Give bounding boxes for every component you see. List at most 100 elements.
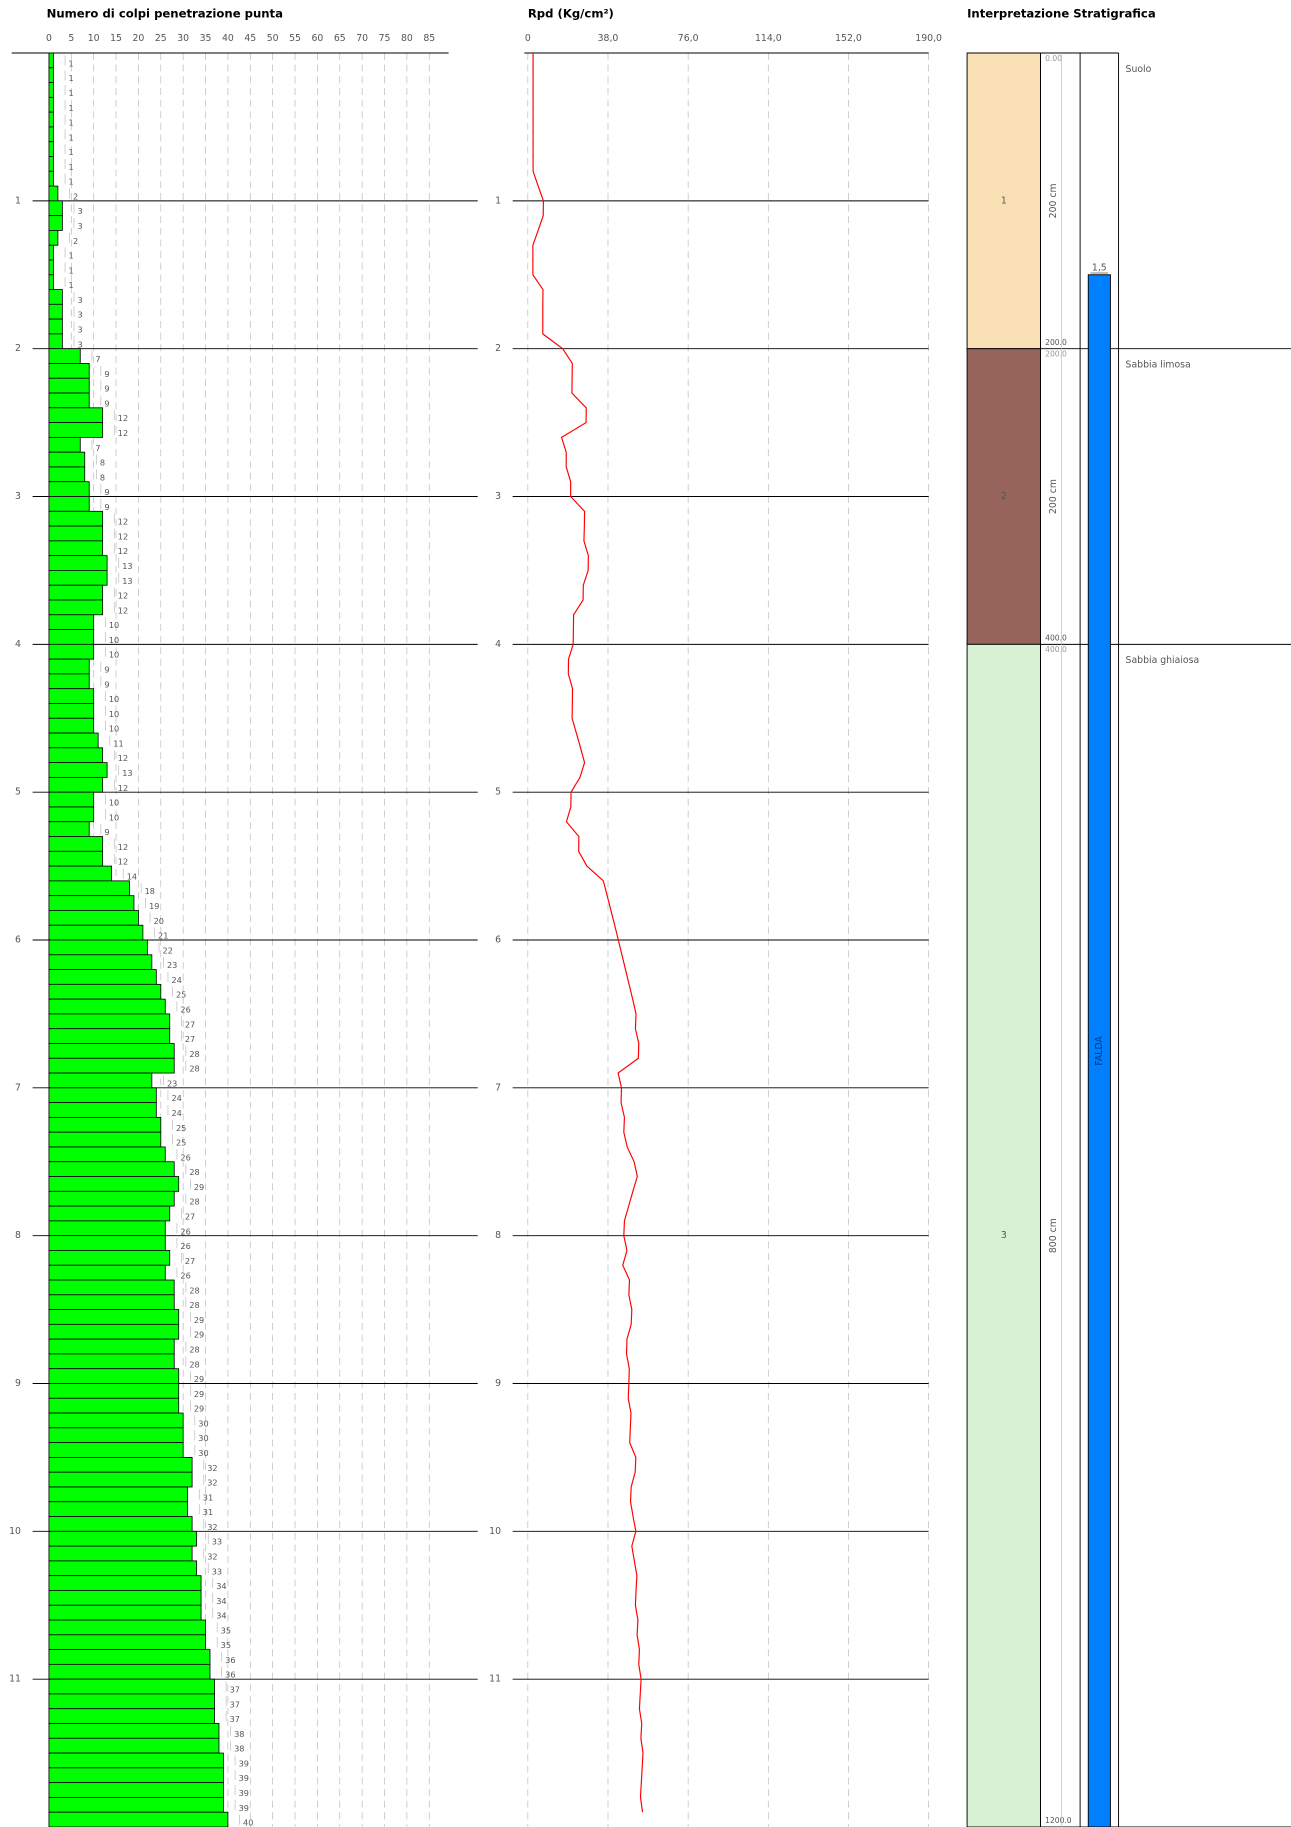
value-label: 23: [167, 960, 177, 970]
value-label: 23: [167, 1078, 177, 1088]
value-label: 9: [104, 384, 109, 394]
bar: [48, 96, 54, 113]
value-label: 37: [230, 1685, 240, 1695]
bar: [48, 614, 95, 630]
value-label: 24: [171, 975, 181, 985]
value-label: 9: [104, 827, 109, 837]
value-label: 12: [118, 428, 128, 438]
value-label: 9: [104, 665, 109, 675]
x-tick-label: 35: [200, 33, 212, 44]
value-label: 29: [194, 1389, 204, 1399]
layer-top: 200.0: [1045, 350, 1067, 359]
value-label: 27: [185, 1256, 195, 1266]
bar: [48, 1294, 175, 1310]
value-label: 27: [185, 1211, 195, 1221]
bar: [48, 274, 54, 290]
value-label: 8: [100, 458, 105, 468]
chart-title: Rpd (Kg/cm²): [528, 6, 614, 20]
bar: [48, 599, 104, 616]
bar: [48, 1161, 175, 1177]
y-tick-label: 4: [495, 639, 501, 650]
bar: [48, 1516, 193, 1532]
bar: [48, 1309, 180, 1325]
x-tick-label: 80: [401, 33, 413, 44]
value-label: 32: [207, 1478, 217, 1488]
bar: [48, 1383, 180, 1399]
x-tick-label: 0: [46, 33, 52, 44]
value-label: 24: [171, 1108, 181, 1118]
layer-description: Suolo: [1126, 64, 1152, 75]
bar: [48, 1235, 166, 1251]
value-label: 33: [212, 1537, 222, 1547]
value-label: 25: [176, 1138, 186, 1148]
panel-title: Interpretazione Stratigrafica: [967, 6, 1156, 20]
value-label: 38: [234, 1729, 244, 1739]
bar: [48, 1604, 202, 1621]
value-label: 30: [198, 1418, 208, 1428]
value-label: 11: [113, 738, 123, 748]
bar: [48, 1545, 193, 1562]
x-tick-label: 0: [525, 33, 531, 44]
value-label: 32: [207, 1463, 217, 1473]
bar: [48, 555, 108, 571]
y-tick-label: 7: [15, 1082, 21, 1093]
bar: [48, 1619, 206, 1636]
value-label: 12: [118, 546, 128, 556]
value-label: 10: [109, 812, 119, 822]
x-tick-label: 70: [356, 33, 368, 44]
bar: [48, 67, 54, 84]
value-label: 1: [69, 251, 74, 261]
value-label: 39: [239, 1758, 249, 1768]
value-label: 26: [180, 1152, 190, 1162]
bar: [48, 1013, 171, 1030]
layer-top: 0.00: [1045, 54, 1062, 63]
value-label: 12: [118, 753, 128, 763]
bar: [48, 983, 162, 1000]
bar: [48, 703, 95, 719]
x-tick-label: 152,0: [835, 33, 862, 44]
value-label: 28: [189, 1197, 199, 1207]
value-label: 12: [118, 857, 128, 867]
bar: [48, 141, 54, 157]
layer-bottom: 400.0: [1045, 634, 1067, 643]
bar: [48, 1146, 166, 1163]
y-tick-label: 7: [495, 1082, 501, 1093]
value-label: 26: [180, 1271, 190, 1281]
bar: [48, 1028, 171, 1044]
value-label: 37: [230, 1714, 240, 1724]
bar: [48, 791, 95, 808]
water-table-text: FALDA: [1094, 1036, 1105, 1066]
bar: [48, 540, 104, 557]
value-label: 1: [69, 162, 74, 172]
value-label: 29: [194, 1182, 204, 1192]
bar: [48, 1250, 171, 1266]
bar: [48, 422, 104, 438]
y-tick-label: 10: [489, 1526, 501, 1537]
value-label: 12: [118, 413, 128, 423]
value-label: 19: [149, 901, 159, 911]
bar: [48, 377, 90, 394]
value-label: 36: [225, 1655, 235, 1665]
bar: [48, 510, 104, 527]
value-label: 3: [78, 295, 83, 305]
value-label: 10: [109, 694, 119, 704]
layer-bottom: 200.0: [1045, 338, 1067, 347]
value-label: 18: [145, 886, 155, 896]
value-label: 14: [127, 871, 137, 881]
bar: [48, 496, 90, 512]
bar: [48, 969, 157, 985]
bar: [48, 806, 95, 823]
bar: [48, 939, 148, 956]
value-label: 7: [95, 354, 100, 364]
value-label: 26: [180, 1241, 190, 1251]
value-label: 10: [109, 620, 119, 630]
bar: [48, 1043, 175, 1059]
value-label: 9: [104, 398, 109, 408]
bar: [48, 1442, 184, 1458]
bar: [48, 865, 112, 882]
bar: [48, 1205, 171, 1222]
value-label: 28: [189, 1359, 199, 1369]
bar: [48, 407, 104, 424]
bar: [48, 584, 104, 601]
bar: [48, 880, 130, 897]
